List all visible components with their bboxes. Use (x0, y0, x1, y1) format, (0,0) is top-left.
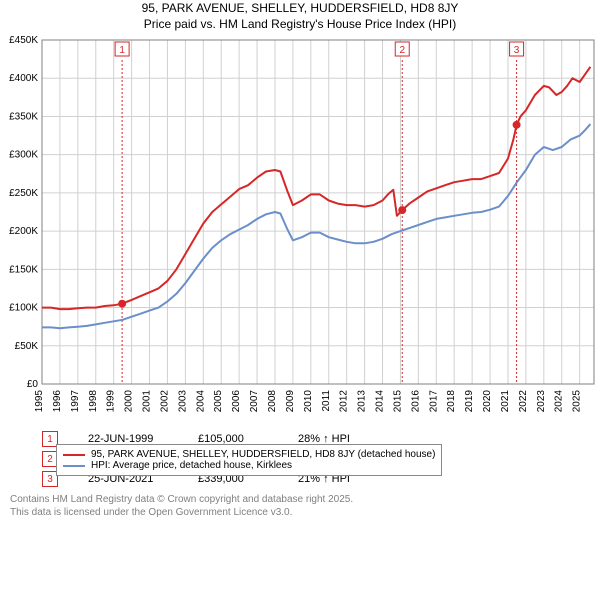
svg-text:1995: 1995 (34, 390, 45, 413)
svg-text:1999: 1999 (106, 390, 117, 413)
chart-title: 95, PARK AVENUE, SHELLEY, HUDDERSFIELD, … (0, 0, 600, 32)
legend-line-swatch (63, 465, 85, 467)
line-chart-svg: £0 £50K £100K £150K £200K £250K £300K £350K £400… (0, 32, 600, 420)
svg-text:2017: 2017 (428, 390, 439, 413)
svg-text:2004: 2004 (195, 390, 206, 413)
svg-text:2008: 2008 (267, 390, 278, 413)
svg-text:2010: 2010 (303, 390, 314, 413)
svg-text:2013: 2013 (357, 390, 368, 413)
legend-label: 95, PARK AVENUE, SHELLEY, HUDDERSFIELD, … (91, 449, 435, 460)
svg-text:£450K: £450K (9, 35, 38, 46)
footer-line-2: This data is licensed under the Open Gov… (10, 506, 600, 519)
svg-text:2025: 2025 (572, 390, 583, 413)
svg-text:2011: 2011 (321, 390, 332, 412)
chart-area: £0 £50K £100K £150K £200K £250K £300K £350K £400… (0, 32, 600, 425)
svg-text:1: 1 (119, 45, 125, 56)
svg-text:2018: 2018 (446, 390, 457, 413)
svg-text:2015: 2015 (392, 390, 403, 413)
svg-text:1997: 1997 (70, 390, 81, 413)
svg-text:3: 3 (514, 45, 520, 56)
title-line-1: 95, PARK AVENUE, SHELLEY, HUDDERSFIELD, … (0, 0, 600, 16)
legend: 95, PARK AVENUE, SHELLEY, HUDDERSFIELD, … (56, 444, 442, 476)
svg-text:1996: 1996 (52, 390, 63, 413)
svg-text:£250K: £250K (9, 188, 38, 199)
svg-text:2005: 2005 (213, 390, 224, 413)
svg-text:£300K: £300K (9, 150, 38, 161)
svg-text:2012: 2012 (339, 390, 350, 413)
svg-text:£50K: £50K (15, 341, 39, 352)
svg-text:1998: 1998 (88, 390, 99, 413)
svg-text:2002: 2002 (159, 390, 170, 413)
svg-text:2001: 2001 (142, 390, 153, 413)
svg-text:2022: 2022 (518, 390, 529, 413)
title-line-2: Price paid vs. HM Land Registry's House … (0, 16, 600, 32)
svg-text:2021: 2021 (500, 390, 511, 413)
svg-text:2009: 2009 (285, 390, 296, 413)
svg-text:2019: 2019 (464, 390, 475, 413)
svg-text:2014: 2014 (375, 390, 386, 413)
svg-text:2020: 2020 (482, 390, 493, 413)
legend-item: 95, PARK AVENUE, SHELLEY, HUDDERSFIELD, … (63, 449, 435, 460)
legend-line-swatch (63, 454, 85, 456)
svg-text:2016: 2016 (410, 390, 421, 413)
svg-text:2007: 2007 (249, 390, 260, 413)
svg-text:2003: 2003 (177, 390, 188, 413)
svg-text:2024: 2024 (554, 390, 565, 413)
svg-text:£350K: £350K (9, 112, 38, 123)
legend-item: HPI: Average price, detached house, Kirk… (63, 460, 435, 471)
svg-text:£400K: £400K (9, 74, 38, 85)
svg-text:2000: 2000 (124, 390, 135, 413)
svg-text:£150K: £150K (9, 265, 38, 276)
svg-text:2: 2 (399, 45, 405, 56)
svg-text:2023: 2023 (536, 390, 547, 413)
legend-label: HPI: Average price, detached house, Kirk… (91, 460, 292, 471)
svg-text:£0: £0 (27, 379, 39, 390)
svg-text:£100K: £100K (9, 303, 38, 314)
svg-text:2006: 2006 (231, 390, 242, 413)
footer-line-1: Contains HM Land Registry data © Crown c… (10, 493, 600, 506)
svg-text:£200K: £200K (9, 226, 38, 237)
footer-attribution: Contains HM Land Registry data © Crown c… (10, 493, 600, 519)
